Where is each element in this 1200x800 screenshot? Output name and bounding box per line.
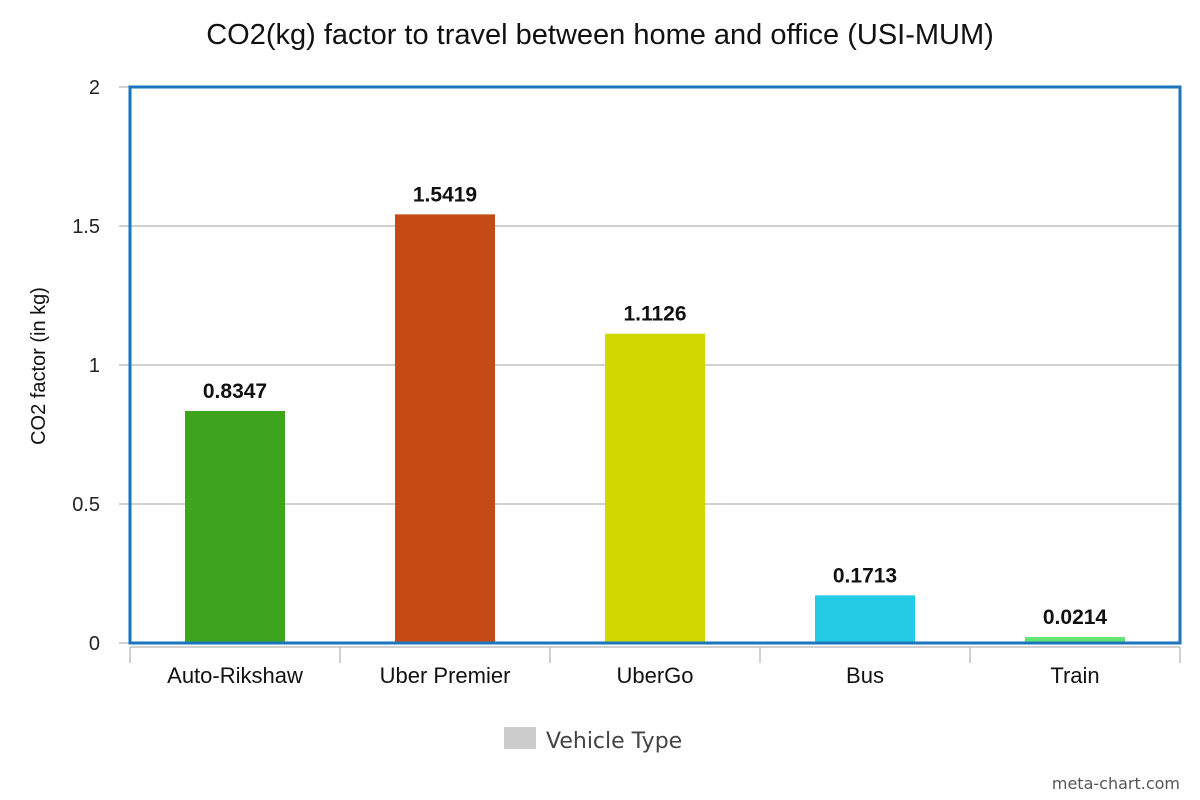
- bars: [185, 214, 1125, 643]
- bar[interactable]: [185, 410, 285, 643]
- bar[interactable]: [395, 214, 495, 643]
- chart-title: CO2(kg) factor to travel between home an…: [206, 19, 994, 51]
- y-tick-label: 0: [89, 633, 100, 655]
- x-tick-label: Uber Premier: [380, 663, 511, 688]
- bar[interactable]: [605, 333, 705, 643]
- bar[interactable]: [815, 595, 915, 643]
- data-label: 1.1126: [623, 303, 686, 326]
- data-labels: 0.8347 1.5419 1.1126 0.1713 0.0214: [203, 183, 1108, 629]
- legend-swatch[interactable]: [504, 727, 536, 749]
- x-tick-label: Bus: [846, 663, 884, 688]
- y-axis-ticks: 0 0.5 1 1.5 2: [72, 77, 130, 655]
- legend-label[interactable]: Vehicle Type: [546, 729, 682, 754]
- data-label: 0.0214: [1043, 606, 1108, 629]
- y-tick-label: 2: [89, 77, 100, 99]
- x-axis: Auto-Rikshaw Uber Premier UberGo Bus Train: [129, 646, 1181, 688]
- data-label: 1.5419: [413, 183, 477, 206]
- x-tick-label: Auto-Rikshaw: [167, 663, 303, 688]
- y-axis-label: CO2 factor (in kg): [28, 287, 50, 445]
- x-tick-label: Train: [1050, 663, 1099, 688]
- plot-frame: [128, 85, 1182, 645]
- y-tick-label: 1: [89, 355, 100, 377]
- credit-text: meta-chart.com: [1052, 774, 1180, 793]
- bar[interactable]: [1025, 637, 1125, 643]
- y-tick-label: 0.5: [72, 494, 100, 516]
- y-tick-label: 1.5: [72, 216, 100, 238]
- legend[interactable]: Vehicle Type: [504, 727, 682, 754]
- data-label: 0.8347: [203, 380, 267, 403]
- data-label: 0.1713: [833, 564, 897, 587]
- x-tick-label: UberGo: [616, 663, 693, 688]
